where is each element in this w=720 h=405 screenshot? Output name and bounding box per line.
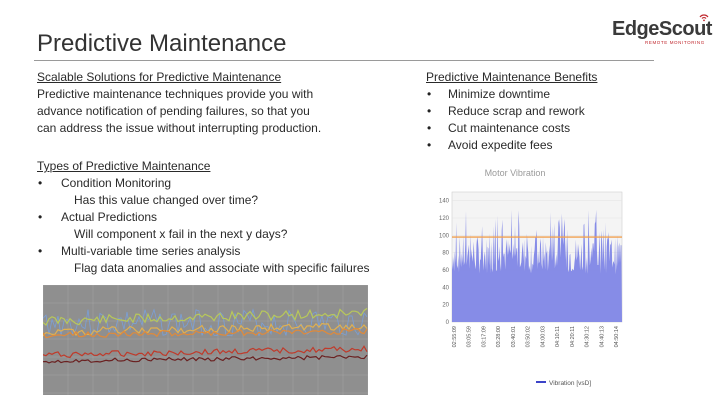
x-tick-label: 03:17:09 [481, 326, 487, 347]
type-desc-2: Will component x fail in the next y days… [74, 227, 288, 241]
x-tick-label: 04:10:11 [555, 326, 561, 347]
benefit-2: Reduce scrap and rework [448, 104, 585, 118]
bullet: • [38, 210, 43, 224]
bullet: • [38, 176, 43, 190]
edgescout-logo: EdgeScout REMOTE MONITORING [612, 14, 712, 46]
panel-series-line [42, 354, 368, 364]
type-desc-1: Has this value changed over time? [74, 193, 259, 207]
left-heading: Scalable Solutions for Predictive Mainte… [37, 70, 282, 84]
y-tick-label: 80 [442, 251, 449, 257]
panel-series-line [42, 322, 368, 337]
y-tick-label: 100 [439, 233, 450, 239]
benefit-1: Minimize downtime [448, 87, 551, 101]
slide-title: Predictive Maintenance [37, 30, 287, 57]
x-tick-label: 03:40:01 [511, 326, 517, 347]
x-tick-label: 03:28:00 [496, 326, 502, 347]
multivariable-chart-svg [42, 284, 369, 395]
panel-series-line [42, 345, 368, 359]
motor-vibration-chart: Motor Vibration 0 20 40 60 80 100 120 140 02:55… [426, 162, 632, 390]
bullet: • [427, 87, 432, 101]
x-tick-label: 04:50:14 [614, 326, 620, 347]
y-tick-label: 0 [446, 320, 450, 326]
vibration-area-series [452, 209, 622, 322]
left-body-line-2: advance notification of pending failures… [37, 104, 310, 118]
type-label-3: Multi-variable time series analysis [61, 244, 241, 258]
chart-title: Motor Vibration [485, 168, 546, 178]
y-tick-label: 40 [442, 285, 449, 291]
left-body-line-1: Predictive maintenance techniques provid… [37, 87, 314, 101]
x-tick-label: 03:50:02 [526, 326, 532, 347]
type-label-2: Actual Predictions [61, 210, 158, 224]
bullet: • [427, 121, 432, 135]
bullet: • [38, 244, 43, 258]
logo-tagline: REMOTE MONITORING [645, 40, 705, 45]
vibration-chart-svg: Motor Vibration 0 20 40 60 80 100 120 140 02:55… [439, 168, 623, 387]
panel-series-line [42, 327, 368, 339]
x-tick-label: 04:40:13 [599, 326, 605, 347]
benefit-4: Avoid expedite fees [448, 138, 553, 152]
type-label-1: Condition Monitoring [61, 176, 172, 190]
y-tick-label: 60 [442, 268, 449, 274]
y-tick-label: 120 [439, 216, 450, 222]
multivariable-chart-image [42, 284, 369, 395]
x-tick-label: 04:30:12 [585, 326, 591, 347]
benefits-heading: Predictive Maintenance Benefits [426, 70, 598, 84]
left-body-line-3: can address the issue without interrupti… [37, 121, 322, 135]
x-tick-label: 02:55:09 [452, 326, 458, 347]
y-tick-label: 20 [442, 303, 449, 309]
chart-legend: Vibration [vsD] [536, 380, 591, 387]
type-desc-3: Flag data anomalies and associate with s… [74, 261, 370, 275]
y-tick-label: 140 [439, 199, 450, 205]
panel-series-line [42, 307, 368, 326]
benefit-3: Cut maintenance costs [448, 121, 571, 135]
bullet: • [427, 138, 432, 152]
legend-label: Vibration [vsD] [549, 380, 591, 387]
bullet: • [427, 104, 432, 118]
wifi-icon [699, 14, 709, 22]
types-heading: Types of Predictive Maintenance [37, 159, 211, 173]
title-rule [34, 60, 654, 61]
x-tick-label: 04:00:03 [540, 326, 546, 347]
x-tick-label: 03:05:59 [467, 326, 473, 347]
x-tick-label: 04:20:11 [570, 326, 576, 347]
logo-name: EdgeScout [612, 18, 712, 40]
